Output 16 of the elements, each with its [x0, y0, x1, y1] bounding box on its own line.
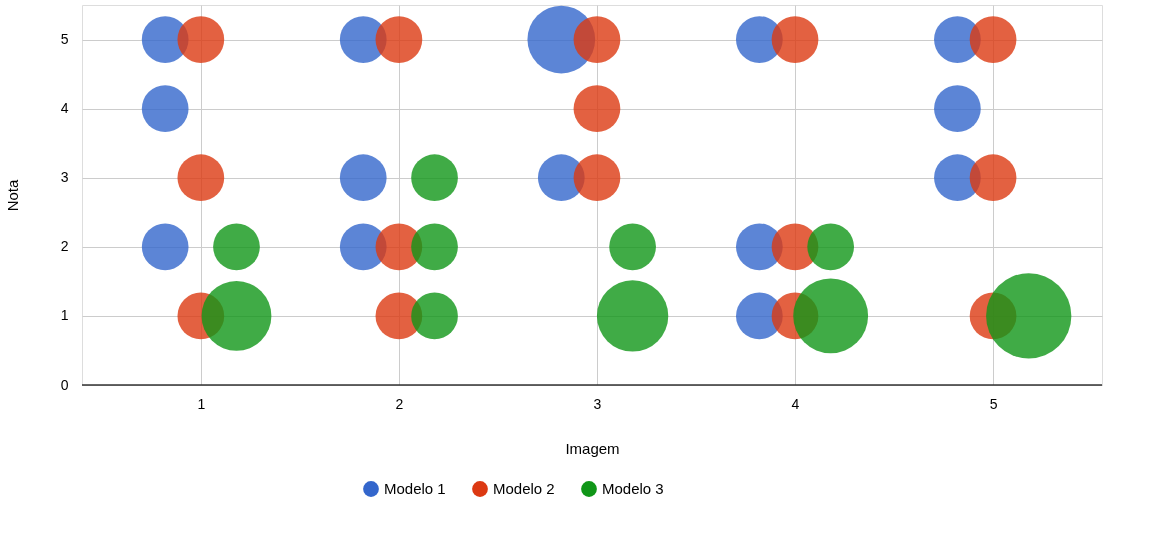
x-tick-label: 4 — [791, 395, 800, 412]
y-tick-label: 4 — [60, 100, 69, 117]
y-tick-label: 3 — [60, 169, 69, 186]
y-tick-label: 5 — [60, 31, 69, 48]
y-axis-title: Nota — [3, 179, 21, 212]
x-axis-title: Imagem — [565, 439, 620, 457]
legend-label: Modelo 2 — [493, 480, 555, 497]
x-tick-label: 2 — [395, 395, 404, 412]
x-tick-label: 3 — [593, 395, 602, 412]
y-tick-label: 1 — [60, 307, 69, 324]
y-tick-label: 2 — [60, 238, 69, 255]
legend-label: Modelo 1 — [384, 480, 446, 497]
legend-label: Modelo 3 — [602, 480, 664, 497]
x-tick-label: 1 — [197, 395, 206, 412]
y-tick-label: 0 — [60, 376, 69, 393]
x-tick-label: 5 — [989, 395, 998, 412]
